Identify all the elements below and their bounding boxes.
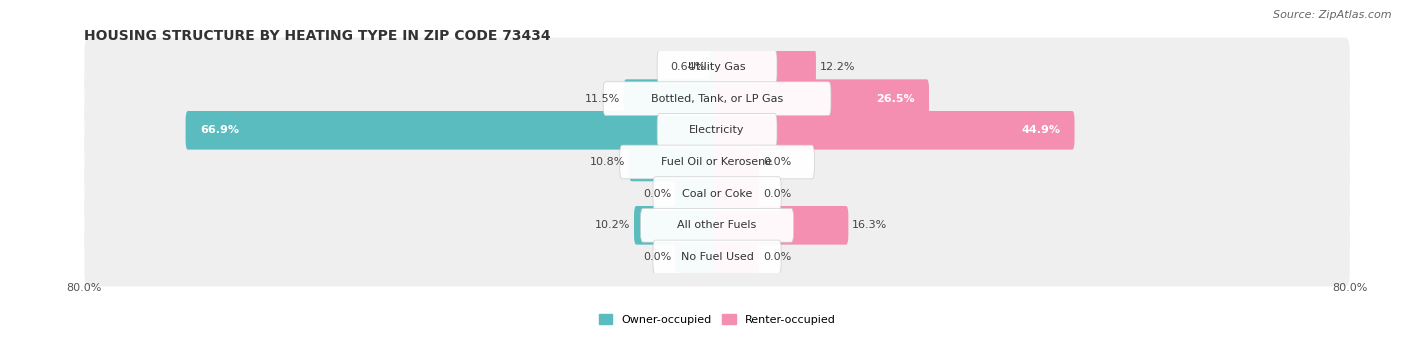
Text: Utility Gas: Utility Gas: [689, 62, 745, 72]
FancyBboxPatch shape: [714, 174, 759, 213]
Text: 0.0%: 0.0%: [643, 189, 671, 199]
FancyBboxPatch shape: [657, 114, 778, 147]
FancyBboxPatch shape: [714, 143, 759, 181]
FancyBboxPatch shape: [652, 177, 782, 210]
Text: 11.5%: 11.5%: [585, 94, 620, 104]
Text: HOUSING STRUCTURE BY HEATING TYPE IN ZIP CODE 73434: HOUSING STRUCTURE BY HEATING TYPE IN ZIP…: [84, 29, 551, 43]
FancyBboxPatch shape: [603, 82, 831, 116]
Text: 26.5%: 26.5%: [876, 94, 915, 104]
Text: No Fuel Used: No Fuel Used: [681, 252, 754, 262]
Legend: Owner-occupied, Renter-occupied: Owner-occupied, Renter-occupied: [595, 310, 839, 329]
FancyBboxPatch shape: [84, 164, 1350, 223]
Text: 16.3%: 16.3%: [852, 220, 887, 230]
FancyBboxPatch shape: [84, 69, 1350, 128]
Text: Source: ZipAtlas.com: Source: ZipAtlas.com: [1274, 10, 1392, 20]
FancyBboxPatch shape: [657, 50, 778, 84]
FancyBboxPatch shape: [84, 227, 1350, 286]
Text: 12.2%: 12.2%: [820, 62, 855, 72]
Text: 10.2%: 10.2%: [595, 220, 630, 230]
FancyBboxPatch shape: [714, 48, 815, 86]
FancyBboxPatch shape: [714, 111, 1074, 150]
Text: 66.9%: 66.9%: [200, 125, 239, 135]
Text: 0.0%: 0.0%: [763, 189, 792, 199]
Text: Fuel Oil or Kerosene: Fuel Oil or Kerosene: [661, 157, 773, 167]
Text: 44.9%: 44.9%: [1021, 125, 1060, 135]
FancyBboxPatch shape: [675, 174, 720, 213]
FancyBboxPatch shape: [84, 196, 1350, 255]
FancyBboxPatch shape: [652, 240, 782, 274]
FancyBboxPatch shape: [84, 101, 1350, 160]
FancyBboxPatch shape: [620, 145, 814, 179]
FancyBboxPatch shape: [710, 48, 720, 86]
FancyBboxPatch shape: [714, 206, 848, 244]
FancyBboxPatch shape: [634, 206, 720, 244]
Text: 0.0%: 0.0%: [643, 252, 671, 262]
Text: Coal or Coke: Coal or Coke: [682, 189, 752, 199]
FancyBboxPatch shape: [714, 79, 929, 118]
Text: 0.0%: 0.0%: [763, 252, 792, 262]
Text: Bottled, Tank, or LP Gas: Bottled, Tank, or LP Gas: [651, 94, 783, 104]
FancyBboxPatch shape: [84, 38, 1350, 97]
Text: 10.8%: 10.8%: [591, 157, 626, 167]
FancyBboxPatch shape: [714, 238, 759, 276]
FancyBboxPatch shape: [186, 111, 720, 150]
FancyBboxPatch shape: [84, 133, 1350, 191]
FancyBboxPatch shape: [630, 143, 720, 181]
Text: All other Fuels: All other Fuels: [678, 220, 756, 230]
Text: 0.0%: 0.0%: [763, 157, 792, 167]
FancyBboxPatch shape: [641, 208, 793, 242]
Text: 0.64%: 0.64%: [671, 62, 706, 72]
FancyBboxPatch shape: [675, 238, 720, 276]
Text: Electricity: Electricity: [689, 125, 745, 135]
FancyBboxPatch shape: [624, 79, 720, 118]
